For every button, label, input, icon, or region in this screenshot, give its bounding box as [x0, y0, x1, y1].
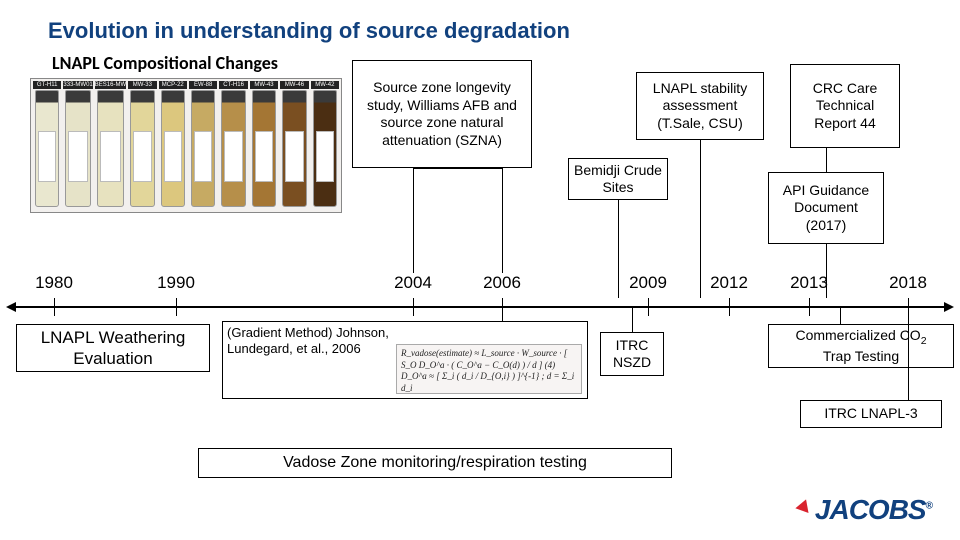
co2-sub: 2 [921, 335, 927, 347]
box-api: API Guidance Document (2017) [768, 172, 884, 244]
box-vadose: Vadose Zone monitoring/respiration testi… [198, 448, 672, 478]
box-weathering: LNAPL Weathering Evaluation [16, 324, 210, 372]
conn-szna-h [413, 168, 502, 169]
conn-bemidji-h [618, 200, 619, 201]
vial-body [161, 90, 185, 207]
vial-body [282, 90, 306, 207]
conn-stability-2012 [700, 140, 701, 298]
timeline-tick [413, 298, 414, 316]
vial-5: EW-88 [189, 81, 217, 210]
timeline-tick [729, 298, 730, 316]
vial-4: MCP-22 [159, 81, 187, 210]
vial-label: 333-MW01 [63, 81, 92, 89]
timeline-tick [908, 298, 909, 316]
vial-9: MW-42 [311, 81, 339, 210]
vial-body [221, 90, 245, 207]
itrc-line-b: NSZD [613, 354, 651, 370]
conn-lnapl3-2018 [908, 307, 909, 400]
vial-body [191, 90, 215, 207]
vial-label: MW-43 [250, 81, 278, 89]
vial-7: MW-43 [250, 81, 278, 210]
vial-0: GT-H11 [33, 81, 61, 210]
logo-reg: ® [926, 501, 932, 512]
timeline-year: 2004 [394, 273, 432, 293]
logo-text: JACOBS [815, 494, 926, 525]
conn-bemidji-2009 [618, 200, 619, 298]
co2-text: Commercialized CO [795, 327, 920, 343]
box-crc: CRC Care Technical Report 44 [790, 64, 900, 148]
timeline-year: 2013 [790, 273, 828, 293]
vial-1: 333-MW01 [63, 81, 92, 210]
vial-label: MW-46 [280, 81, 308, 89]
vial-6: CT-H16 [219, 81, 247, 210]
vials-photo: GT-H11333-MW01BES16-MWMW-33MCP-22EW-88CT… [30, 78, 342, 213]
jacobs-logo: JACOBS® [797, 494, 932, 526]
conn-itrc-2009 [632, 307, 633, 332]
box-itrc-nszd: ITRC NSZD [600, 332, 664, 376]
subtitle-compositional: LNAPL Compositional Changes [52, 52, 278, 74]
timeline-tick [502, 298, 503, 316]
vial-body [35, 90, 59, 207]
timeline-year: 2012 [710, 273, 748, 293]
vial-label: BES16-MW [95, 81, 126, 89]
vial-label: EW-88 [189, 81, 217, 89]
slide-title: Evolution in understanding of source deg… [48, 18, 570, 44]
formula-line-2: D_O^a ≈ [ Σ_i ( d_i / D_{O,i} ) ]^{-1} ;… [401, 371, 577, 394]
conn-co2-2013 [840, 307, 841, 324]
timeline-tick [54, 298, 55, 316]
timeline-tick [809, 298, 810, 316]
gradient-text: (Gradient Method) Johnson, Lundegard, et… [227, 325, 417, 358]
vial-8: MW-46 [280, 81, 308, 210]
box-stability: LNAPL stability assessment (T.Sale, CSU) [636, 72, 764, 140]
formula-line-1: R_vadose(estimate) ≈ L_source · W_source… [401, 348, 577, 371]
box-lnapl3: ITRC LNAPL-3 [800, 400, 942, 428]
vial-label: CT-H16 [219, 81, 247, 89]
vial-label: MW-42 [311, 81, 339, 89]
box-co2: Commercialized CO2 Trap Testing [768, 324, 954, 368]
timeline-year: 1990 [157, 273, 195, 293]
vial-label: GT-H11 [33, 81, 61, 89]
timeline-year: 2009 [629, 273, 667, 293]
conn-szna-2006 [502, 168, 503, 273]
box-bemidji: Bemidji Crude Sites [568, 158, 668, 200]
vial-2: BES16-MW [95, 81, 126, 210]
vial-label: MW-33 [128, 81, 156, 89]
vial-body [252, 90, 276, 207]
vial-3: MW-33 [128, 81, 156, 210]
conn-szna-2004 [413, 168, 414, 273]
vial-body [130, 90, 154, 207]
timeline-year: 2006 [483, 273, 521, 293]
vial-body [97, 90, 124, 207]
timeline-tick [648, 298, 649, 316]
co2-line-b: Trap Testing [823, 348, 899, 364]
formula-image: R_vadose(estimate) ≈ L_source · W_source… [396, 344, 582, 394]
vial-body [65, 90, 90, 207]
conn-crc-api [826, 148, 827, 172]
timeline-axis [14, 306, 946, 308]
box-szna: Source zone longevity study, Williams AF… [352, 60, 532, 168]
timeline-tick [176, 298, 177, 316]
itrc-line-a: ITRC [616, 337, 649, 353]
timeline-year: 1980 [35, 273, 73, 293]
vial-body [313, 90, 337, 207]
timeline-year: 2018 [889, 273, 927, 293]
vial-label: MCP-22 [159, 81, 187, 89]
